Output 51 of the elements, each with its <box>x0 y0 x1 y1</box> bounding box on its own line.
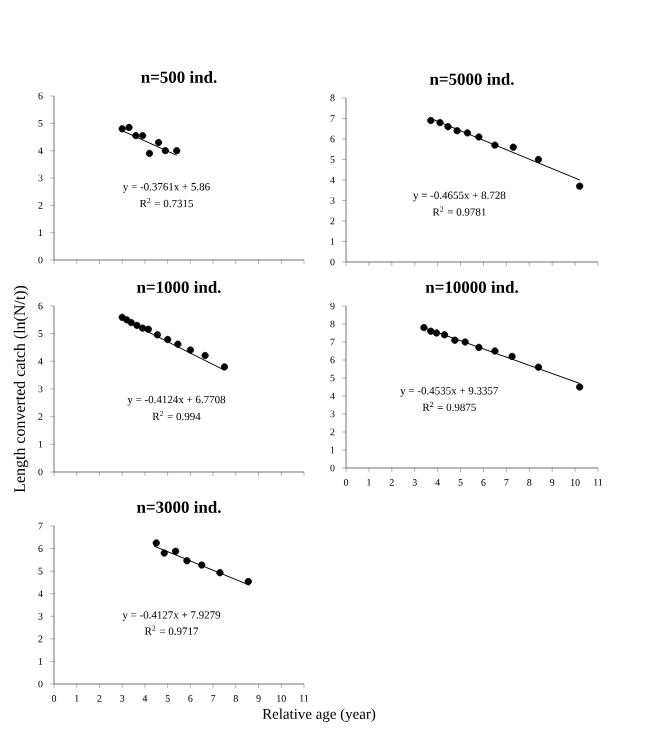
point <box>436 118 444 127</box>
chart-title: n=10000 ind. <box>425 281 518 294</box>
chart-title: n=3000 ind. <box>136 501 221 514</box>
point <box>475 133 483 141</box>
point <box>118 125 126 133</box>
point <box>220 363 229 371</box>
point <box>201 351 209 360</box>
point <box>576 182 584 190</box>
point <box>127 318 135 327</box>
point <box>145 149 154 157</box>
point <box>244 577 252 586</box>
point <box>161 147 169 155</box>
point <box>125 123 133 132</box>
point <box>132 132 140 140</box>
point <box>198 561 206 569</box>
point <box>133 321 141 329</box>
point <box>153 331 162 339</box>
point <box>154 138 163 147</box>
chart-title: n=500 ind. <box>141 71 217 84</box>
point <box>453 127 461 135</box>
point <box>432 329 441 337</box>
point <box>427 327 435 335</box>
point <box>534 155 543 164</box>
point <box>576 383 584 391</box>
point <box>420 324 428 332</box>
point <box>186 346 194 354</box>
point <box>440 331 449 339</box>
point <box>461 338 469 346</box>
point <box>444 123 452 131</box>
point <box>475 343 483 351</box>
point <box>216 569 224 577</box>
chart-title: n=5000 ind. <box>430 73 514 85</box>
point <box>508 352 516 360</box>
point <box>164 335 172 344</box>
point <box>174 340 182 348</box>
chart-title: n=1000 ind. <box>136 281 221 294</box>
point <box>139 324 147 332</box>
point <box>152 539 160 547</box>
point <box>463 129 472 137</box>
point <box>144 325 152 333</box>
point <box>491 347 499 355</box>
point <box>183 557 191 565</box>
point <box>451 336 459 344</box>
point <box>534 363 543 371</box>
point <box>491 141 499 149</box>
point <box>173 147 181 155</box>
point <box>427 116 435 125</box>
point <box>160 549 168 557</box>
point <box>139 132 147 140</box>
point <box>171 547 180 555</box>
point <box>509 143 517 151</box>
